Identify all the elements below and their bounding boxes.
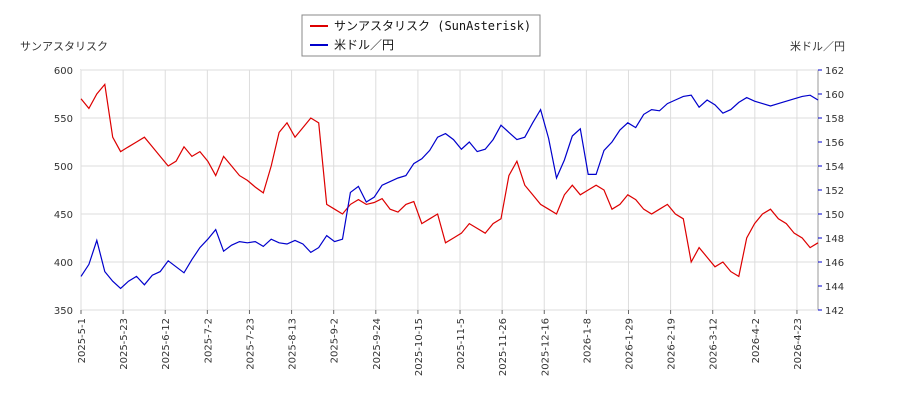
x-tick-label: 2025-10-15 <box>414 318 425 376</box>
legend: サンアスタリスク (SunAsterisk) 米ドル／円 <box>301 14 541 57</box>
left-tick-label: 500 <box>54 162 73 173</box>
x-tick-label: 2026-4-23 <box>793 318 804 370</box>
x-tick-label: 2026-1-8 <box>582 318 593 363</box>
x-tick-label: 2026-4-2 <box>751 318 762 363</box>
legend-label-usdjpy: 米ドル／円 <box>334 38 394 52</box>
right-tick-label: 154 <box>825 162 844 173</box>
x-tick-label: 2025-6-12 <box>161 318 172 370</box>
right-tick-label: 160 <box>825 90 844 101</box>
legend-box <box>301 14 541 57</box>
left-axis-title: サンアスタリスク <box>20 40 108 53</box>
right-tick-label: 148 <box>825 234 844 245</box>
right-tick-label: 150 <box>825 210 844 221</box>
x-tick-label: 2025-7-2 <box>203 318 214 363</box>
right-tick-label: 146 <box>825 258 844 269</box>
x-tick-label: 2025-7-23 <box>245 318 256 370</box>
x-tick-label: 2025-5-1 <box>77 318 88 363</box>
series-line-usdjpy <box>80 94 819 290</box>
right-tick-label: 162 <box>825 66 844 77</box>
x-tick-label: 2025-9-24 <box>372 318 383 370</box>
left-tick-label: 350 <box>54 306 73 317</box>
right-tick-label: 144 <box>825 282 844 293</box>
left-tick-label: 400 <box>54 258 73 269</box>
x-tick-label: 2026-3-12 <box>709 318 720 370</box>
x-tick-label: 2025-12-16 <box>540 318 551 376</box>
series-lines <box>80 82 819 290</box>
plot-area <box>80 69 819 311</box>
x-axis-ticks: 2025-5-1 2025-5-23 2025-6-12 2025-7-2 2025-7… <box>77 310 804 376</box>
right-tick-label: 156 <box>825 138 844 149</box>
left-tick-label: 550 <box>54 114 73 125</box>
right-tick-label: 158 <box>825 114 844 125</box>
left-tick-label: 450 <box>54 210 73 221</box>
right-tick-label: 142 <box>825 306 844 317</box>
x-tick-label: 2025-5-23 <box>119 318 130 370</box>
x-tick-label: 2025-11-26 <box>498 318 509 376</box>
grid-lines <box>80 69 818 311</box>
x-tick-label: 2025-9-2 <box>330 318 341 363</box>
x-tick-label: 2026-1-29 <box>624 318 635 370</box>
right-tick-label: 152 <box>825 186 844 197</box>
left-axis-ticks: 600 550 500 450 400 350 <box>54 66 73 317</box>
left-tick-label: 600 <box>54 66 73 77</box>
right-axis-title: 米ドル／円 <box>790 40 845 53</box>
x-tick-label: 2025-8-13 <box>288 318 299 370</box>
x-tick-label: 2026-2-19 <box>667 318 678 370</box>
legend-label-stock: サンアスタリスク (SunAsterisk) <box>334 19 531 33</box>
series-line-stock <box>80 82 819 278</box>
right-axis-ticks: 162 160 158 156 154 152 150 148 146 144 142 <box>818 66 844 317</box>
x-tick-label: 2025-11-5 <box>456 318 467 370</box>
